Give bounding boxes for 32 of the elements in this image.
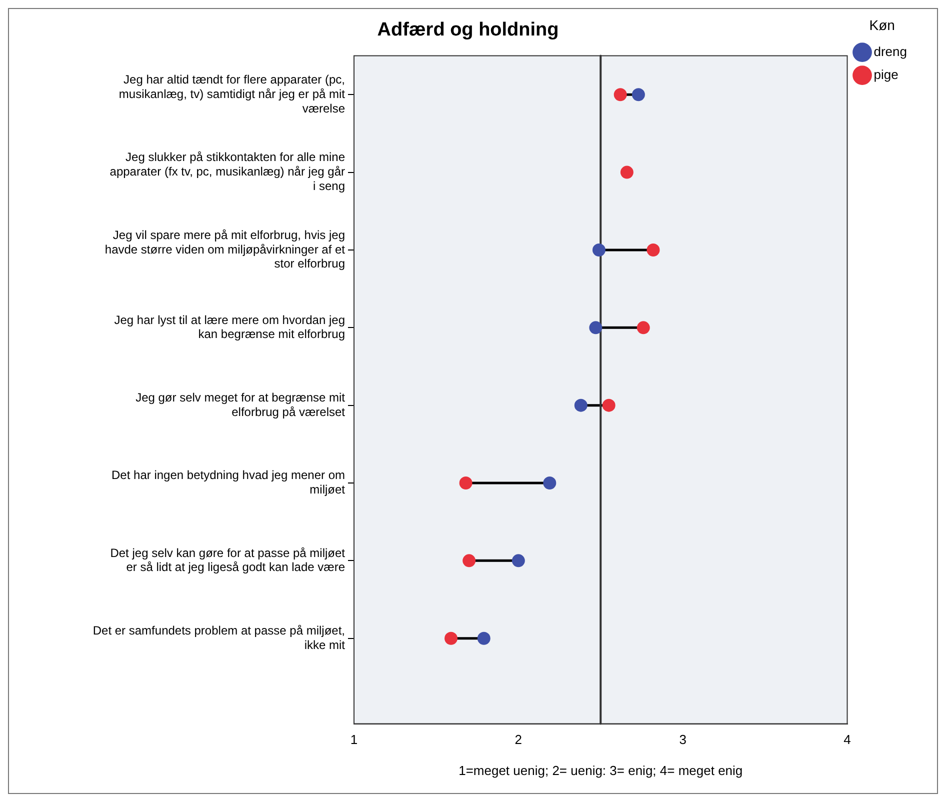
x-tick-label: 3 bbox=[679, 732, 686, 748]
y-tick-label: Det er samfundets problem at passe på miljøet, ikke mit bbox=[92, 623, 346, 652]
y-tick-label: Det jeg selv kan gøre for at passe på miljøet er så lidt at jeg ligeså godt kan lade være bbox=[110, 546, 346, 574]
chart-title: Adfærd og holdning bbox=[377, 20, 559, 41]
x-tick-label: 2 bbox=[514, 732, 522, 748]
legend-title: Køn bbox=[869, 16, 895, 33]
point bbox=[646, 243, 660, 256]
point bbox=[574, 398, 588, 412]
point bbox=[512, 554, 525, 568]
point bbox=[620, 166, 634, 179]
x-tick-label: 1 bbox=[350, 732, 358, 748]
point bbox=[632, 88, 645, 102]
point bbox=[602, 398, 616, 412]
point bbox=[589, 321, 602, 334]
point bbox=[459, 476, 472, 490]
y-tick-label: Jeg vil spare mere på mit elforbrug, hvis jeg havde større viden om miljøpåvirkninger af et stor elforbrug bbox=[104, 228, 346, 271]
point bbox=[636, 321, 650, 334]
y-tick-label: Jeg slukker på stikkontakten for alle mine apparater (fx tv, pc, musikanlæg) når jeg går i seng bbox=[110, 150, 346, 194]
y-tick-label: Jeg har altid tændt for flere apparater (pc, musikanlæg, tv) samtidigt når jeg er på mit værelse bbox=[118, 72, 346, 116]
y-tick-label: Det har ingen betydning hvad jeg mener om miljøet bbox=[112, 468, 346, 497]
point bbox=[444, 632, 458, 645]
y-tick-label: Jeg gør selv meget for at begrænse mit elforbrug på værelset bbox=[136, 390, 346, 419]
legend-label: dreng bbox=[874, 44, 907, 59]
point bbox=[614, 88, 627, 102]
point bbox=[477, 632, 490, 645]
point bbox=[592, 243, 606, 256]
point bbox=[543, 476, 556, 490]
x-axis-title: 1=meget uenig; 2= uenig: 3= enig; 4= meget enig bbox=[458, 762, 743, 778]
x-tick-label: 4 bbox=[844, 732, 851, 748]
y-tick-label: Jeg har lyst til at lære mere om hvordan jeg kan begrænse mit elforbrug bbox=[114, 312, 345, 342]
point bbox=[462, 554, 476, 568]
legend-label: pige bbox=[874, 66, 898, 82]
